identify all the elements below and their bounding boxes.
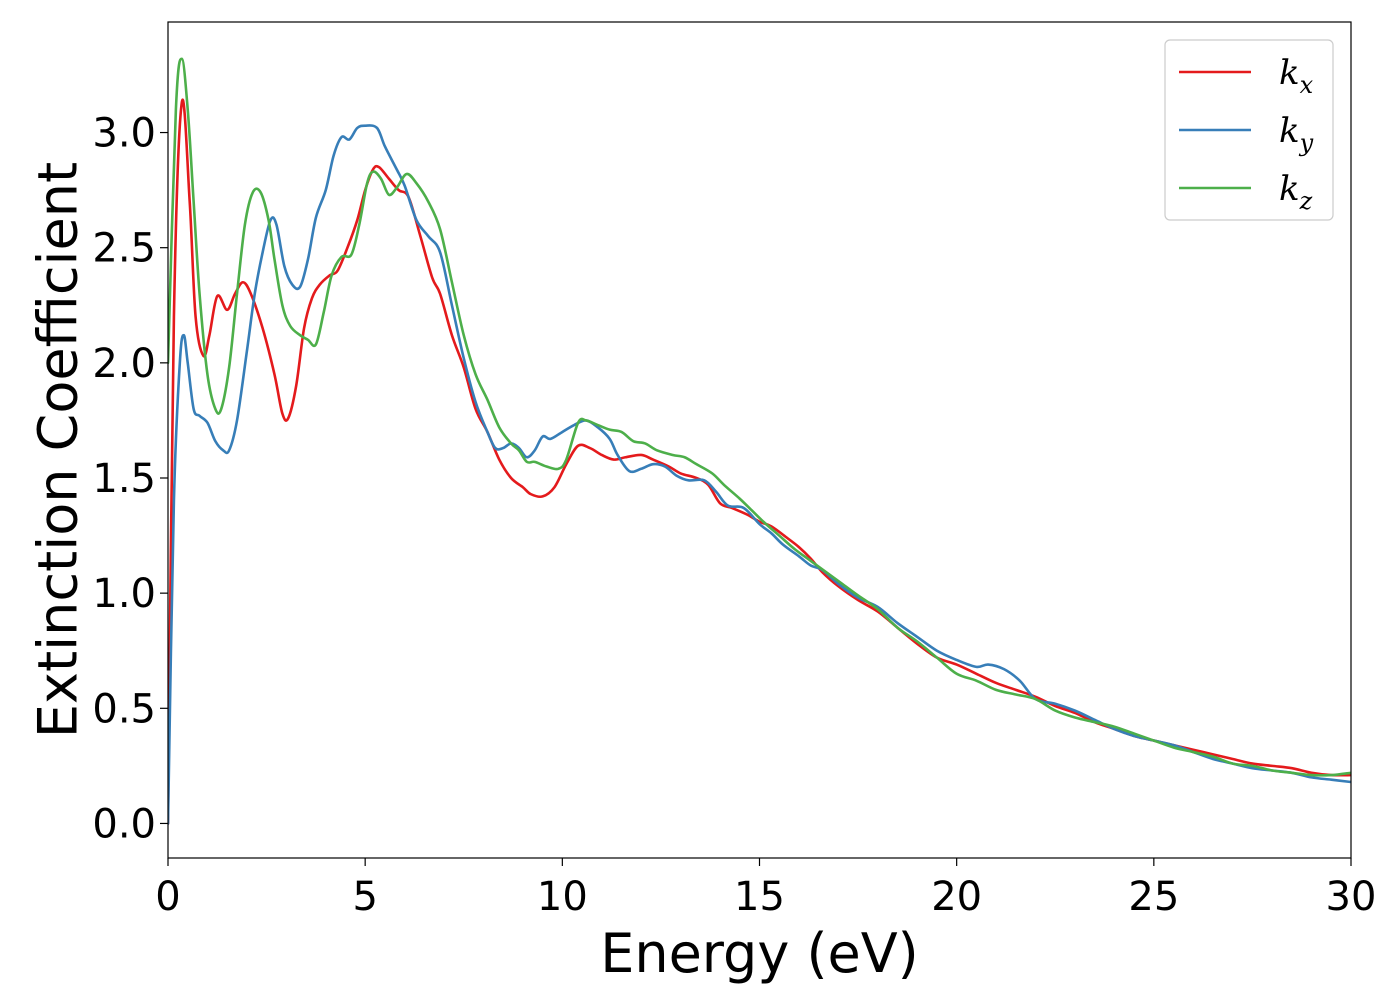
x-tick-label: 20 <box>931 874 982 920</box>
legend-label-subscript: x <box>1300 71 1314 99</box>
series-layer <box>168 57 1351 825</box>
x-tick-label: 10 <box>537 874 588 920</box>
y-tick-label: 0.0 <box>92 801 156 847</box>
x-tick-label: 30 <box>1326 874 1377 920</box>
x-tick-label: 5 <box>352 874 377 920</box>
legend-label-main: k <box>1279 53 1300 93</box>
legend-label-main: k <box>1279 111 1300 151</box>
legend-label-main: k <box>1279 169 1300 209</box>
x-axis-title: Energy (eV) <box>600 922 919 985</box>
y-tick-label: 2.0 <box>92 341 156 387</box>
y-tick-label: 1.0 <box>92 571 156 617</box>
legend-label-subscript: y <box>1299 129 1314 157</box>
y-tick-label: 2.5 <box>92 226 156 272</box>
y-tick-label: 0.5 <box>92 686 156 732</box>
legend-label-subscript: z <box>1299 187 1313 215</box>
x-tick-label: 25 <box>1128 874 1179 920</box>
y-tick-label: 3.0 <box>92 111 156 157</box>
legend-label-ky: ky <box>1279 111 1314 157</box>
y-axis-ticks: 0.0 0.5 1.0 1.5 2.0 2.5 3.0 <box>92 111 168 847</box>
x-axis-ticks: 0 5 10 15 20 25 30 <box>155 858 1376 920</box>
legend-label-kz: kz <box>1279 169 1313 215</box>
series-line-kz <box>168 57 1351 777</box>
legend-label-kx: kx <box>1279 53 1314 99</box>
y-axis-title: Extinction Coefficient <box>27 162 90 738</box>
x-tick-label: 15 <box>734 874 785 920</box>
x-tick-label: 0 <box>155 874 180 920</box>
y-tick-label: 1.5 <box>92 456 156 502</box>
